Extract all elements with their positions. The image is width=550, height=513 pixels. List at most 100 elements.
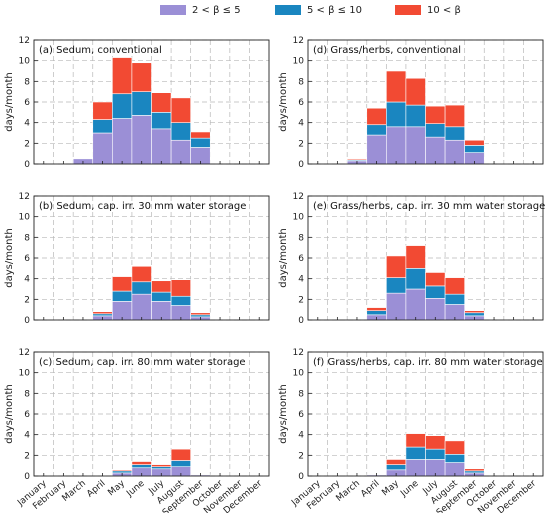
bar-segment-mid	[444, 126, 465, 141]
bar-segment-low	[112, 118, 133, 165]
bar-segment-high	[425, 105, 446, 124]
bar-segment-high	[366, 107, 387, 126]
y-axis-label: days/month	[278, 384, 289, 443]
bar-segment-high	[131, 461, 152, 465]
bar-segment-high	[151, 280, 172, 293]
bar-segment-high	[425, 435, 446, 450]
bar-segment-mid	[464, 145, 485, 153]
bar-segment-high	[386, 255, 407, 278]
y-tick-label: 0	[298, 316, 304, 326]
y-tick-label: 8	[298, 389, 304, 399]
y-tick-label: 10	[19, 213, 31, 223]
y-tick-label: 12	[293, 348, 304, 358]
y-axis-label: days/month	[278, 72, 289, 131]
bar-segment-mid	[464, 470, 485, 474]
y-tick-label: 2	[298, 451, 304, 461]
bar-segment-mid	[190, 314, 211, 318]
bar-segment-high	[112, 57, 133, 95]
bar-segment-mid	[444, 293, 465, 305]
panel-title: (b) Sedum, cap. irr. 30 mm water storage	[39, 201, 246, 212]
bar-segment-mid	[366, 310, 387, 316]
x-tick-label: May	[380, 478, 401, 498]
y-tick-label: 4	[298, 119, 304, 129]
y-axis-label: days/month	[4, 228, 15, 287]
y-tick-label: 0	[298, 472, 304, 482]
panel-title: (c) Sedum, cap. irr. 80 mm water storage	[39, 357, 246, 368]
legend-label-high: 10 < β	[427, 4, 461, 16]
y-tick-label: 0	[24, 472, 30, 482]
bar-segment-mid	[170, 295, 191, 306]
bar-segment-mid	[444, 453, 465, 463]
bar-segment-high	[464, 139, 485, 146]
y-tick-label: 0	[24, 316, 30, 326]
bar-segment-high	[131, 265, 152, 283]
bar-segment-high	[151, 464, 172, 467]
x-tick-label: June	[124, 478, 147, 499]
y-tick-label: 6	[24, 98, 30, 108]
bar-segment-high	[405, 433, 426, 448]
bar-segment-high	[190, 312, 211, 316]
bar-segment-mid	[131, 91, 152, 116]
bar-segment-high	[366, 307, 387, 312]
bar-segment-low	[131, 293, 152, 321]
bar-segment-low	[425, 297, 446, 321]
bar-segment-mid	[386, 101, 407, 128]
bar-segment-high	[92, 311, 113, 315]
bar-segment-mid	[92, 119, 113, 134]
bar-segment-mid	[425, 285, 446, 299]
y-tick-label: 8	[298, 233, 304, 243]
y-tick-label: 2	[24, 451, 30, 461]
y-tick-label: 6	[298, 254, 304, 264]
bar-segment-low	[92, 132, 113, 165]
panel-title: (d) Grass/herbs, conventional	[313, 45, 461, 56]
y-axis-label: days/month	[4, 384, 15, 443]
bar-segment-high	[131, 62, 152, 92]
bar-segment-mid	[405, 446, 426, 460]
bar-segment-high	[190, 131, 211, 139]
x-tick-label: April	[359, 479, 381, 500]
bar-segment-low	[444, 139, 465, 165]
bar-segment-mid	[112, 290, 133, 302]
y-tick-label: 4	[298, 275, 304, 285]
y-tick-label: 12	[19, 192, 30, 202]
bar-segment-mid	[151, 466, 172, 470]
y-tick-label: 12	[293, 36, 304, 46]
legend-swatch-mid	[275, 5, 301, 15]
bar-segment-high	[464, 310, 485, 314]
bar-segment-high	[170, 97, 191, 123]
bar-segment-low	[151, 128, 172, 165]
bar-segment-mid	[151, 291, 172, 302]
bar-segment-mid	[386, 464, 407, 471]
bar-segment-high	[112, 469, 133, 472]
x-tick-label: May	[106, 478, 127, 498]
y-tick-label: 10	[19, 57, 31, 67]
panel-title: (f) Grass/herbs, cap. irr. 80 mm water s…	[313, 357, 543, 368]
y-tick-label: 2	[24, 139, 30, 149]
y-tick-label: 2	[24, 295, 30, 305]
bar-segment-mid	[425, 123, 446, 138]
y-tick-label: 10	[19, 369, 31, 379]
bar-segment-mid	[464, 312, 485, 317]
y-tick-label: 10	[293, 369, 305, 379]
y-tick-label: 6	[298, 410, 304, 420]
bar-segment-mid	[405, 268, 426, 290]
bar-segment-mid	[131, 464, 152, 469]
bar-segment-high	[170, 448, 191, 461]
y-tick-label: 6	[24, 254, 30, 264]
y-tick-label: 4	[24, 275, 30, 285]
legend-swatch-low	[160, 5, 186, 15]
bar-segment-mid	[405, 104, 426, 128]
legend: 2 < β ≤ 5 5 < β ≤ 10 10 < β	[0, 0, 550, 22]
bar-segment-high	[92, 101, 113, 120]
y-tick-label: 8	[298, 77, 304, 87]
bar-segment-mid	[151, 112, 172, 130]
legend-label-mid: 5 < β ≤ 10	[307, 4, 362, 16]
bar-segment-mid	[92, 313, 113, 317]
bar-segment-high	[346, 158, 368, 161]
y-tick-label: 10	[293, 57, 305, 67]
y-tick-label: 4	[298, 431, 304, 441]
y-tick-label: 2	[298, 139, 304, 149]
legend-item-low: 2 < β ≤ 5	[160, 3, 241, 17]
bar-segment-mid	[170, 460, 191, 467]
